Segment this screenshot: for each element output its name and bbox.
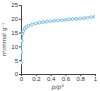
tick: 25 — [11, 2, 21, 8]
plot: 00.20.40.60.810510152025 — [11, 2, 98, 82]
tick-label: 0.6 — [62, 76, 71, 82]
tick: 5 — [15, 58, 21, 64]
tick-label: 20 — [11, 16, 18, 22]
data-point — [38, 21, 41, 24]
tick: 0.2 — [32, 74, 41, 82]
tick: 0.8 — [77, 74, 86, 82]
data-point — [46, 20, 49, 23]
data-point — [75, 17, 78, 20]
y-axis-title: nᵃ/mmol g⁻¹ — [1, 23, 8, 56]
series — [21, 15, 95, 64]
tick-mark — [19, 19, 21, 20]
tick-label: 0 — [20, 76, 24, 82]
tick: 0 — [20, 74, 24, 82]
series-line — [21, 17, 95, 63]
data-point — [27, 24, 30, 27]
x-axis: 0 0.2 0.4 0.6 0.8 1 — [20, 74, 98, 82]
data-point — [53, 19, 56, 22]
tick-label: 0.4 — [47, 76, 56, 82]
tick-label: 15 — [11, 30, 18, 36]
tick-mark — [19, 74, 21, 75]
tick: 10 — [11, 44, 21, 50]
data-point — [34, 22, 37, 25]
chart: 00.20.40.60.810510152025p/p°nᵃ/mmol g⁻¹ — [0, 0, 100, 91]
tick: 15 — [11, 30, 21, 36]
tick-label: 0.8 — [77, 76, 86, 82]
tick-mark — [19, 60, 21, 61]
tick: 0.6 — [62, 74, 71, 82]
data-point — [71, 18, 74, 21]
data-point — [57, 19, 60, 22]
data-point — [94, 15, 95, 18]
tick-mark — [19, 46, 21, 47]
data-point — [49, 20, 52, 23]
data-point — [64, 19, 67, 22]
data-point — [42, 21, 45, 24]
tick: 0 — [15, 71, 21, 77]
data-point — [22, 30, 25, 33]
data-point — [21, 39, 23, 42]
tick-label: 1 — [94, 76, 98, 82]
tick: 0.4 — [47, 74, 56, 82]
tick-mark — [19, 33, 21, 34]
tick: 1 — [94, 74, 98, 82]
y-axis: 0 5 10 15 20 25 — [11, 2, 21, 77]
x-axis-title: p/p° — [51, 83, 65, 91]
tick-label: 10 — [11, 44, 18, 50]
tick-label: 25 — [11, 2, 18, 8]
tick-label: 0.2 — [32, 76, 41, 82]
data-point — [83, 17, 86, 20]
data-point — [90, 16, 93, 19]
data-point — [21, 51, 23, 54]
tick: 20 — [11, 16, 21, 22]
data-point — [21, 62, 23, 65]
tick-mark — [19, 5, 21, 6]
tick-label: 5 — [15, 58, 19, 64]
data-point — [86, 16, 89, 19]
data-point — [31, 23, 34, 26]
data-point — [60, 19, 63, 22]
data-point — [68, 18, 71, 21]
tick-label: 0 — [15, 71, 19, 77]
data-point — [79, 17, 82, 20]
